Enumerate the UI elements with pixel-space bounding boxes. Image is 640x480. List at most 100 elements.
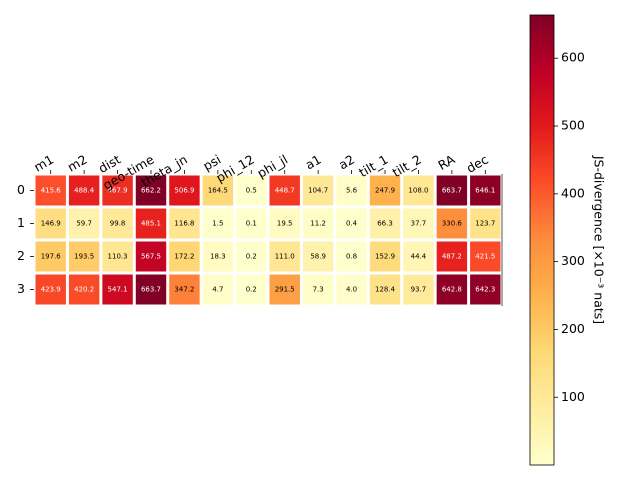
heatmap-cell [135,208,167,239]
heatmap-cell [236,208,267,239]
heatmap-cell [369,274,401,305]
cell-value-label: 5.6 [346,187,358,195]
cell-value-label: 663.7 [442,187,462,195]
cell-value-label: 487.2 [442,253,462,261]
heatmap-cell [369,208,401,239]
cell-value-label: 347.2 [174,286,194,294]
heatmap-cell [202,241,234,272]
column-label: a2 [336,152,357,173]
heatmap-cell [336,175,367,206]
heatmap-cell [135,241,167,272]
heatmap-cell [470,241,501,272]
column-label: m1 [31,152,56,175]
colorbar-label: JS-divergence [×10⁻³ nats] [592,155,607,324]
heatmap-cell [35,274,66,305]
heatmap-cells: 415.6 488.4 467.9 662.2 506.9 164.5 0.5 448.7 10… [35,174,503,306]
cell-value-label: 663.7 [141,286,161,294]
cell-value-label: 19.5 [277,220,293,228]
heatmap-cell [35,175,66,206]
cell-value-label: 0.2 [246,286,257,294]
cell-value-label: 506.9 [174,187,194,195]
heatmap-cell [102,208,133,239]
heatmap-cell [35,241,66,272]
cell-value-label: 193.5 [74,253,94,261]
cell-value-label: 420.2 [74,286,94,294]
cell-value-label: 93.7 [411,286,427,294]
cell-value-label: 0.1 [246,220,257,228]
heatmap-cell [269,175,300,206]
heatmap-cell [202,274,234,305]
cell-value-label: 66.3 [377,220,393,228]
heatmap-cell [202,208,234,239]
colorbar-tick-label: 500 [561,118,585,133]
heatmap-cell [68,175,100,206]
cell-value-label: 110.3 [108,253,128,261]
row-label: 3 [17,281,25,296]
colorbar-tick-label: 400 [561,185,585,200]
heatmap-cell [169,241,200,272]
colorbar-tick-label: 600 [561,50,585,65]
heatmap-cell [336,208,367,239]
colorbar-tick-label: 200 [561,321,585,336]
column-label: a1 [303,152,324,173]
colorbar-gradient [529,14,555,466]
cell-value-label: 642.3 [475,286,495,294]
cell-value-label: 421.5 [475,253,495,261]
heatmap-cell [470,175,501,206]
heatmap-cell [68,274,100,305]
cell-value-label: 547.1 [108,286,128,294]
heatmap-cell [436,208,468,239]
cell-value-label: 123.7 [475,220,495,228]
cell-value-label: 116.8 [174,220,194,228]
row-label: 1 [17,215,25,230]
colorbar-tick-label: 300 [561,253,585,268]
cell-value-label: 330.6 [442,220,463,228]
cell-value-label: 111.0 [275,253,295,261]
cell-value-label: 1.5 [212,220,223,228]
heatmap-cell [403,175,434,206]
cell-value-label: 44.4 [411,253,427,261]
heatmap-cell [470,208,501,239]
cell-value-label: 59.7 [76,220,92,228]
heatmap-cell [269,208,300,239]
heatmap-cell [236,241,267,272]
cell-value-label: 7.3 [313,286,324,294]
heatmap-cell [302,241,334,272]
column-label: RA [435,151,457,173]
cell-value-label: 128.4 [375,286,396,294]
cell-value-label: 448.7 [275,187,295,195]
cell-value-label: 415.6 [41,187,62,195]
colorbar-ticks: 100 200 300 400 500 600 [554,50,585,404]
cell-value-label: 423.9 [41,286,61,294]
heatmap-cell [135,274,167,305]
cell-value-label: 11.2 [310,220,326,228]
heatmap-cell [470,274,501,305]
cell-value-label: 18.3 [210,253,226,261]
heatmap-cell [369,241,401,272]
heatmap-cell [102,241,133,272]
cell-value-label: 37.7 [411,220,427,228]
heatmap-cell [169,208,200,239]
cell-value-label: 488.4 [74,187,95,195]
cell-value-label: 646.1 [475,187,495,195]
cell-value-label: 485.1 [141,220,161,228]
row-labels: 0 1 2 3 [17,182,34,296]
row-label: 2 [17,248,25,263]
cell-value-label: 152.9 [375,253,395,261]
cell-value-label: 0.5 [246,187,257,195]
column-label: dec [464,152,491,176]
heatmap-cell [236,175,267,206]
heatmap-cell [336,241,367,272]
cell-value-label: 172.2 [174,253,194,261]
cell-value-label: 642.8 [442,286,462,294]
colorbar-tick-label: 100 [561,389,585,404]
heatmap-cell [269,241,300,272]
heatmap-cell [68,208,100,239]
heatmap-cell [236,274,267,305]
heatmap-cell [403,274,434,305]
heatmap-cell [302,274,334,305]
heatmap-cell [202,175,234,206]
heatmap-cell [169,175,200,206]
heatmap-cell [369,175,401,206]
